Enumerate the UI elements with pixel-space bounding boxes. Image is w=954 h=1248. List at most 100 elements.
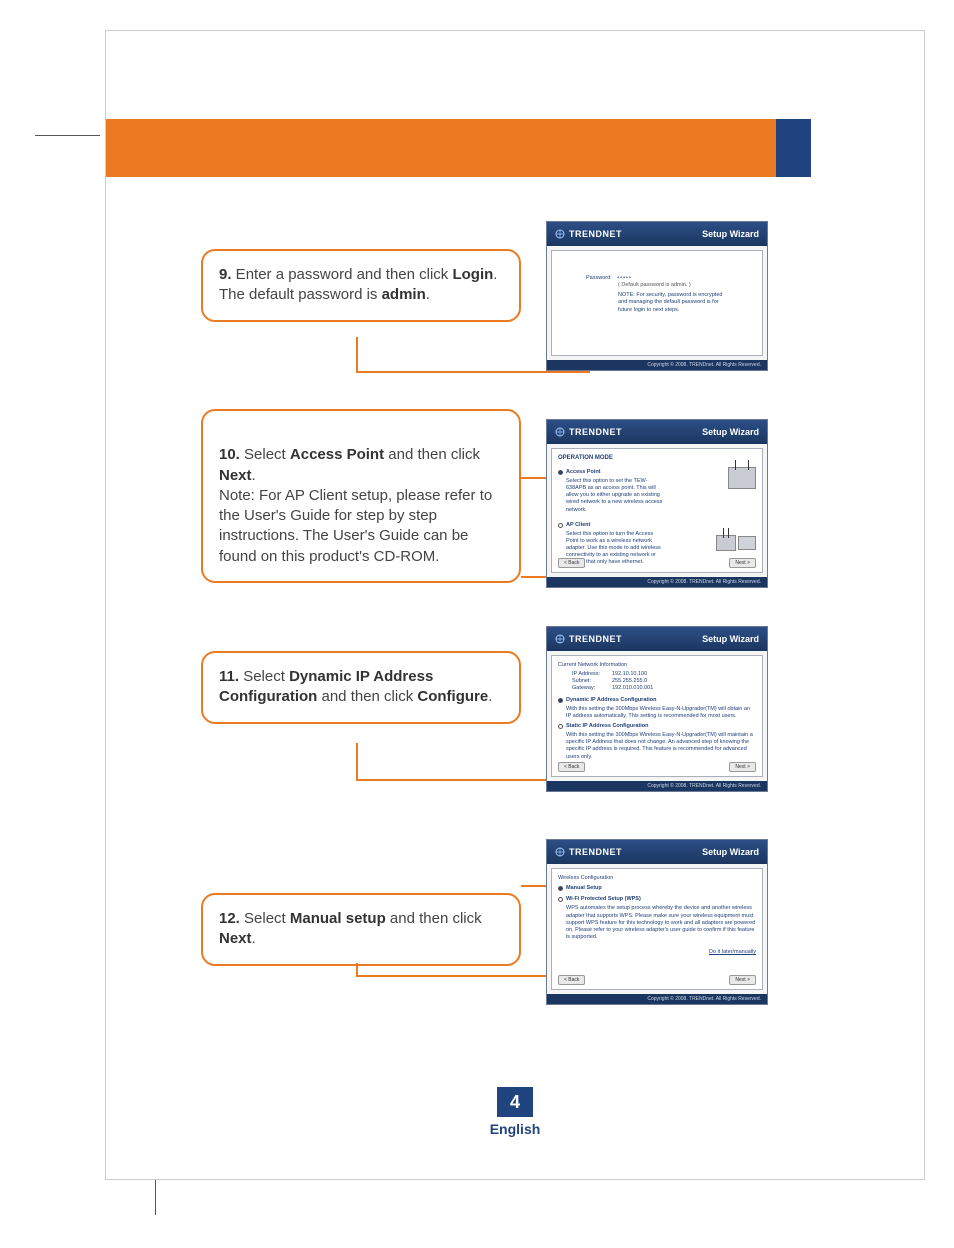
next-button[interactable]: Next > [729, 558, 756, 569]
step-11-tm: and then click [317, 688, 417, 705]
step-12-thumbnail: TRENDNET Setup Wizard Wireless Configura… [546, 839, 768, 1005]
next-button[interactable]: Next > [729, 975, 756, 986]
page-number: 4 [497, 1087, 533, 1117]
step-11-t1: Select [239, 668, 289, 685]
header-blue-block [776, 119, 811, 177]
netinfo-heading: Current Network Information [558, 662, 756, 669]
row-label: IP Address: [572, 671, 612, 678]
thumb-buttons: < Back Next > [558, 762, 756, 773]
step-12-box: 12. Select Manual setup and then click N… [201, 893, 521, 966]
step-9-ta: . [426, 286, 430, 303]
radio-ap-client[interactable]: AP Client [558, 522, 712, 529]
thumb-body: Current Network Information IP Address:1… [551, 655, 763, 777]
brand-logo: TRENDNET [555, 847, 622, 857]
brand-logo: TRENDNET [555, 427, 622, 437]
brand-logo: TRENDNET [555, 634, 622, 644]
globe-icon [555, 427, 565, 437]
step-9-t1: Enter a password and then click [232, 266, 453, 283]
row-label: Gateway: [572, 685, 612, 692]
brand-logo: TRENDNET [555, 229, 622, 239]
wificonf-heading: Wireless Configuration [558, 875, 756, 882]
radio-icon [558, 698, 563, 703]
thumb-footer: Copyright © 2008. TRENDnet. All Rights R… [547, 360, 767, 370]
radio-wps[interactable]: Wi-Fi Protected Setup (WPS) [558, 896, 756, 903]
step-11-conn-v1 [356, 743, 358, 779]
thumb-footer: Copyright © 2008. TRENDnet. All Rights R… [547, 577, 767, 587]
back-button[interactable]: < Back [558, 558, 585, 569]
step-10-number: 10. [219, 446, 240, 463]
radio-icon [558, 523, 563, 528]
opt2-title: Static IP Address Configuration [566, 723, 649, 730]
step-10-t1: Select [240, 446, 290, 463]
brand-text: TRENDNET [569, 847, 622, 857]
crop-mark-top-h [35, 135, 100, 136]
step-9-conn-h [356, 371, 588, 373]
radio-static-ip[interactable]: Static IP Address Configuration [558, 723, 756, 730]
header-band [106, 119, 924, 177]
opt1-title: Access Point [566, 469, 601, 476]
thumb-titlebar: TRENDNET Setup Wizard [547, 420, 767, 444]
step-11-box: 11. Select Dynamic IP Address Configurat… [201, 651, 521, 724]
globe-icon [555, 847, 565, 857]
radio-icon [558, 470, 563, 475]
radio-manual-setup[interactable]: Manual Setup [558, 885, 756, 892]
row-val: 192.010.010.001 [612, 685, 653, 691]
opt2-desc: With this setting the 300Mbps Wireless E… [566, 732, 756, 761]
step-9-b2: admin [382, 286, 426, 303]
step-10-b1: Access Point [290, 446, 384, 463]
opt2-title: Wi-Fi Protected Setup (WPS) [566, 896, 641, 903]
step-9-b1: Login [452, 266, 493, 283]
wizard-label: Setup Wizard [702, 229, 759, 239]
next-button[interactable]: Next > [729, 762, 756, 773]
thumb-buttons: < Back Next > [558, 558, 756, 569]
radio-access-point[interactable]: Access Point [558, 469, 724, 476]
step-9-conn-v1 [356, 337, 358, 371]
thumb-titlebar: TRENDNET Setup Wizard [547, 840, 767, 864]
step-12-t1: Select [240, 910, 290, 927]
row-val: 192.10.10.100 [612, 671, 647, 677]
row-val: 255.255.255.0 [612, 678, 647, 684]
radio-icon [558, 886, 563, 891]
opt1-desc: With this setting the 300Mbps Wireless E… [566, 706, 756, 720]
thumb-body: Wireless Configuration Manual Setup Wi-F… [551, 868, 763, 990]
back-button[interactable]: < Back [558, 762, 585, 773]
step-12-b2: Next [219, 930, 252, 947]
step-12-ta: . [252, 930, 256, 947]
back-button[interactable]: < Back [558, 975, 585, 986]
globe-icon [555, 634, 565, 644]
opt1-title: Dynamic IP Address Configuration [566, 697, 656, 704]
netinfo-table: IP Address:192.10.10.100 Subnet:255.255.… [572, 671, 756, 692]
step-11-ta: . [488, 688, 492, 705]
step-10-thumbnail: TRENDNET Setup Wizard OPERATION MODE Acc… [546, 419, 768, 588]
radio-icon [558, 724, 563, 729]
wizard-label: Setup Wizard [702, 847, 759, 857]
step-10-box: 10. Select Access Point and then click N… [201, 409, 521, 583]
ap-device-icon [728, 467, 756, 489]
step-12-number: 12. [219, 910, 240, 927]
step-9-thumbnail: TRENDNET Setup Wizard Password: ••••• ( … [546, 221, 768, 371]
password-note: NOTE: For security, password is encrypte… [618, 292, 728, 313]
page-language: English [490, 1121, 541, 1137]
step-10-b2: Next [219, 467, 252, 484]
step-11-thumbnail: TRENDNET Setup Wizard Current Network In… [546, 626, 768, 792]
radio-icon [558, 897, 563, 902]
globe-icon [555, 229, 565, 239]
pc-icon [738, 536, 756, 550]
opt2-desc: WPS automates the setup process whereby … [566, 905, 756, 941]
wizard-label: Setup Wizard [702, 427, 759, 437]
radio-dynamic-ip[interactable]: Dynamic IP Address Configuration [558, 697, 756, 704]
step-10-ta: . Note: For AP Client setup, please refe… [219, 467, 492, 565]
opmode-heading: OPERATION MODE [558, 455, 756, 463]
password-label: Password: [586, 275, 612, 281]
thumb-footer: Copyright © 2008. TRENDnet. All Rights R… [547, 994, 767, 1004]
thumb-titlebar: TRENDNET Setup Wizard [547, 627, 767, 651]
thumb-titlebar: TRENDNET Setup Wizard [547, 222, 767, 246]
thumb-body: OPERATION MODE Access Point Select this … [551, 448, 763, 573]
brand-text: TRENDNET [569, 427, 622, 437]
step-10-tm: and then click [384, 446, 480, 463]
ap-device-icon [716, 535, 736, 551]
do-later-link[interactable]: Do it later/manually [558, 949, 756, 956]
password-hint: ( Default password is admin. ) [618, 282, 756, 289]
password-value: ••••• [617, 275, 632, 281]
page-frame: 9. Enter a password and then click Login… [105, 30, 925, 1180]
